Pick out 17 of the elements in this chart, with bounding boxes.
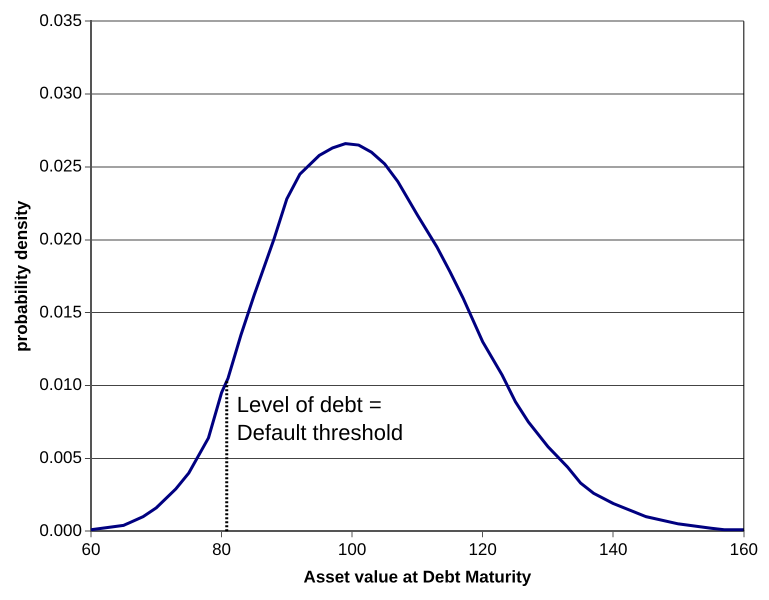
x-axis-title: Asset value at Debt Maturity	[304, 567, 532, 586]
ref-line-label: Level of debt = Default threshold	[236, 392, 404, 446]
y-tick-label: 0.035	[39, 10, 82, 30]
y-tick-label: 0.020	[39, 229, 82, 248]
y-tick-label: 0.005	[39, 448, 82, 468]
y-tick-label: 0.015	[39, 302, 82, 322]
y-axis-title: probability density	[12, 200, 31, 352]
x-tick-label: 160	[730, 540, 758, 560]
x-tick-label: 100	[338, 540, 366, 560]
x-tick-label: 140	[599, 540, 628, 560]
x-tick-label: 120	[468, 540, 497, 560]
x-tick-label: 60	[81, 540, 100, 560]
y-tick-label: 0.000	[39, 520, 82, 540]
y-tick-label: 0.025	[39, 156, 82, 176]
y-tick-label: 0.010	[39, 375, 82, 394]
y-tick-label: 0.030	[39, 84, 82, 103]
x-tick-label: 80	[212, 540, 231, 560]
